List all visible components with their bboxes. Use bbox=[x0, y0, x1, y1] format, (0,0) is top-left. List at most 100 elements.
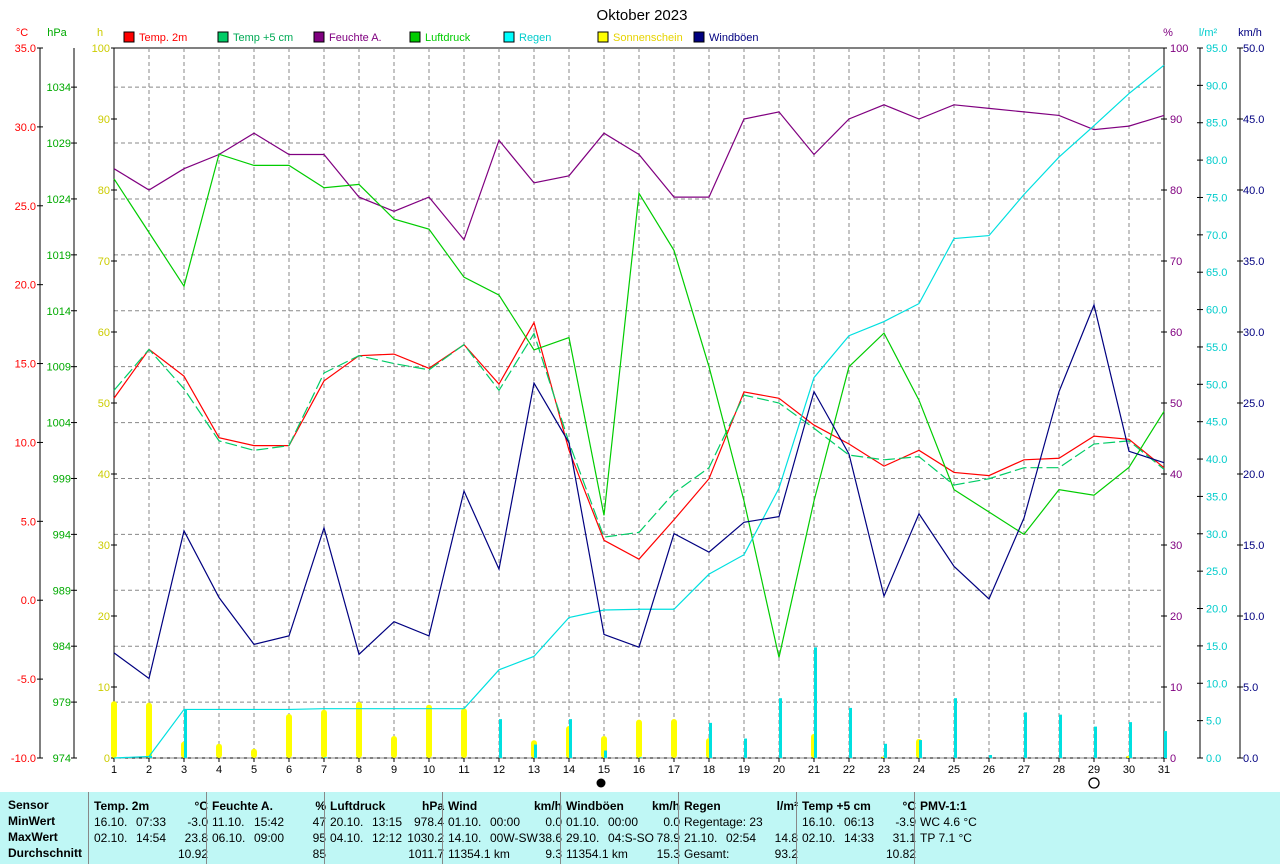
x-tick-label: 12 bbox=[493, 764, 505, 776]
x-tick-label: 3 bbox=[181, 764, 187, 776]
stats-cell: Wind bbox=[448, 799, 478, 813]
series-line-windb-en bbox=[113, 303, 1165, 680]
rain-tick-label: 10.0 bbox=[1206, 678, 1227, 690]
weather-chart: 1 2 3 4 5 6 7 8 9 10 11 12 13 14 15 16 17 18 19 20 21 22 23 24 2… bbox=[11, 7, 1264, 789]
rain-bar bbox=[919, 740, 922, 758]
series-line-temp-5-cm bbox=[113, 332, 1165, 538]
rain-tick-label: 20.0 bbox=[1206, 604, 1227, 616]
humidity-tick-label: 10 bbox=[1170, 682, 1182, 694]
sunshine-bar bbox=[216, 743, 222, 758]
stats-cell: PMV-1:1 bbox=[920, 799, 967, 813]
stats-cell: 29.10. bbox=[566, 831, 600, 845]
x-tick-label: 23 bbox=[878, 764, 890, 776]
stats-panel: Luftdruck hPa 20.10. 13:15 978.4 04.10. 12:12 1… bbox=[330, 792, 444, 864]
sunshine-bar bbox=[321, 709, 327, 758]
temp-tick-label: 10.0 bbox=[15, 437, 36, 449]
stats-cell: 04.10. bbox=[330, 831, 364, 845]
stats-cell: Windböen bbox=[566, 799, 624, 813]
wind-tick-label: 5.0 bbox=[1243, 682, 1258, 694]
chart-title: Oktober 2023 bbox=[597, 7, 688, 24]
rain-bar bbox=[1059, 714, 1062, 758]
stats-cell: TP 7.1 °C bbox=[920, 831, 972, 845]
stats-cell: 0.0 bbox=[663, 815, 680, 829]
stats-cell: 11354.1 km bbox=[566, 847, 628, 861]
sun-tick-label: 50 bbox=[98, 398, 110, 410]
temp-tick-label: 25.0 bbox=[15, 201, 36, 213]
temp-tick-label: 35.0 bbox=[15, 43, 36, 55]
stats-panel: Windböen km/h 01.10. 00:00 0.0 29.10. 04:S-SO 7… bbox=[566, 792, 680, 864]
stats-cell: 1030.2 bbox=[407, 831, 444, 845]
pressure-tick-label: 984 bbox=[53, 641, 71, 653]
wind-tick-label: 15.0 bbox=[1243, 540, 1264, 552]
pressure-tick-label: 1029 bbox=[47, 138, 71, 150]
x-tick-label: 19 bbox=[738, 764, 750, 776]
x-tick-label: 15 bbox=[598, 764, 610, 776]
rain-tick-label: 60.0 bbox=[1206, 305, 1227, 317]
stats-cell: 78.9 bbox=[656, 831, 680, 845]
rain-bar bbox=[884, 743, 887, 758]
rain-tick-label: 95.0 bbox=[1206, 43, 1227, 55]
pressure-tick-label: 989 bbox=[53, 585, 71, 597]
x-tick-label: 1 bbox=[111, 764, 117, 776]
humidity-tick-label: 40 bbox=[1170, 469, 1182, 481]
new-moon-icon bbox=[596, 778, 606, 788]
sunshine-bar bbox=[111, 701, 117, 758]
humidity-tick-label: 0 bbox=[1170, 753, 1176, 765]
stats-cell: 0.0 bbox=[545, 815, 562, 829]
stats-cell: 15:42 bbox=[254, 815, 285, 829]
stats-cell: 23.8 bbox=[184, 831, 208, 845]
sun-tick-label: 10 bbox=[98, 682, 110, 694]
legend-label: Temp. 2m bbox=[139, 32, 187, 44]
legend-label: Windböen bbox=[709, 32, 759, 44]
pressure-tick-label: 1009 bbox=[47, 362, 71, 374]
legend-swatch bbox=[503, 31, 515, 43]
rain-bar bbox=[149, 755, 152, 758]
sunshine-bar bbox=[146, 702, 152, 758]
stats-cell: °C bbox=[194, 799, 208, 813]
stats-cell: 00W-SW bbox=[490, 831, 538, 845]
stats-cell: 06.10. bbox=[212, 831, 246, 845]
stats-cell: 978.4 bbox=[413, 815, 444, 829]
humidity-tick-label: 90 bbox=[1170, 114, 1182, 126]
x-tick-label: 27 bbox=[1018, 764, 1030, 776]
stats-panel: Wind km/h 01.10. 00:00 0.0 14.10. 00W-SW 38.6 11… bbox=[448, 792, 562, 864]
rain-tick-label: 25.0 bbox=[1206, 566, 1227, 578]
rain-tick-label: 70.0 bbox=[1206, 230, 1227, 242]
x-tick-label: 25 bbox=[948, 764, 960, 776]
temp-unit: °C bbox=[16, 27, 28, 39]
x-tick-label: 8 bbox=[356, 764, 362, 776]
stats-cell: 11354.1 km bbox=[448, 847, 510, 861]
series-line-feuchte-a- bbox=[113, 104, 1165, 241]
stats-cell: -3.9 bbox=[895, 815, 916, 829]
x-tick-label: 24 bbox=[913, 764, 925, 776]
panel-separator bbox=[914, 792, 915, 864]
pressure-tick-label: 1019 bbox=[47, 250, 71, 262]
wind-tick-label: 30.0 bbox=[1243, 327, 1264, 339]
x-tick-label: 5 bbox=[251, 764, 257, 776]
humidity-tick-label: 70 bbox=[1170, 256, 1182, 268]
stats-panel: PMV-1:1 WC 4.6 °C TP 7.1 °C bbox=[920, 792, 1034, 864]
sunshine-bar bbox=[671, 718, 677, 758]
sun-tick-label: 100 bbox=[92, 43, 110, 55]
row-label: Sensor bbox=[8, 798, 49, 812]
x-tick-label: 21 bbox=[808, 764, 820, 776]
stats-cell: 02.10. bbox=[802, 831, 836, 845]
rain-tick-label: 15.0 bbox=[1206, 641, 1227, 653]
wind-tick-label: 45.0 bbox=[1243, 114, 1264, 126]
rain-bar bbox=[744, 738, 747, 758]
stats-cell: 01.10. bbox=[448, 815, 482, 829]
sunshine-bar bbox=[356, 701, 362, 758]
stats-cell: 93.2 bbox=[774, 847, 798, 861]
humidity-unit: % bbox=[1163, 27, 1173, 39]
rain-tick-label: 55.0 bbox=[1206, 342, 1227, 354]
legend-swatch bbox=[313, 31, 325, 43]
x-tick-label: 2 bbox=[146, 764, 152, 776]
rain-bar bbox=[989, 755, 992, 758]
rain-bar bbox=[499, 719, 502, 758]
rain-bar bbox=[779, 698, 782, 758]
pressure-unit: hPa bbox=[47, 27, 67, 39]
stats-cell: Luftdruck bbox=[330, 799, 386, 813]
stats-cell: 09:00 bbox=[254, 831, 285, 845]
humidity-tick-label: 20 bbox=[1170, 611, 1182, 623]
stats-cell: 14:54 bbox=[136, 831, 167, 845]
